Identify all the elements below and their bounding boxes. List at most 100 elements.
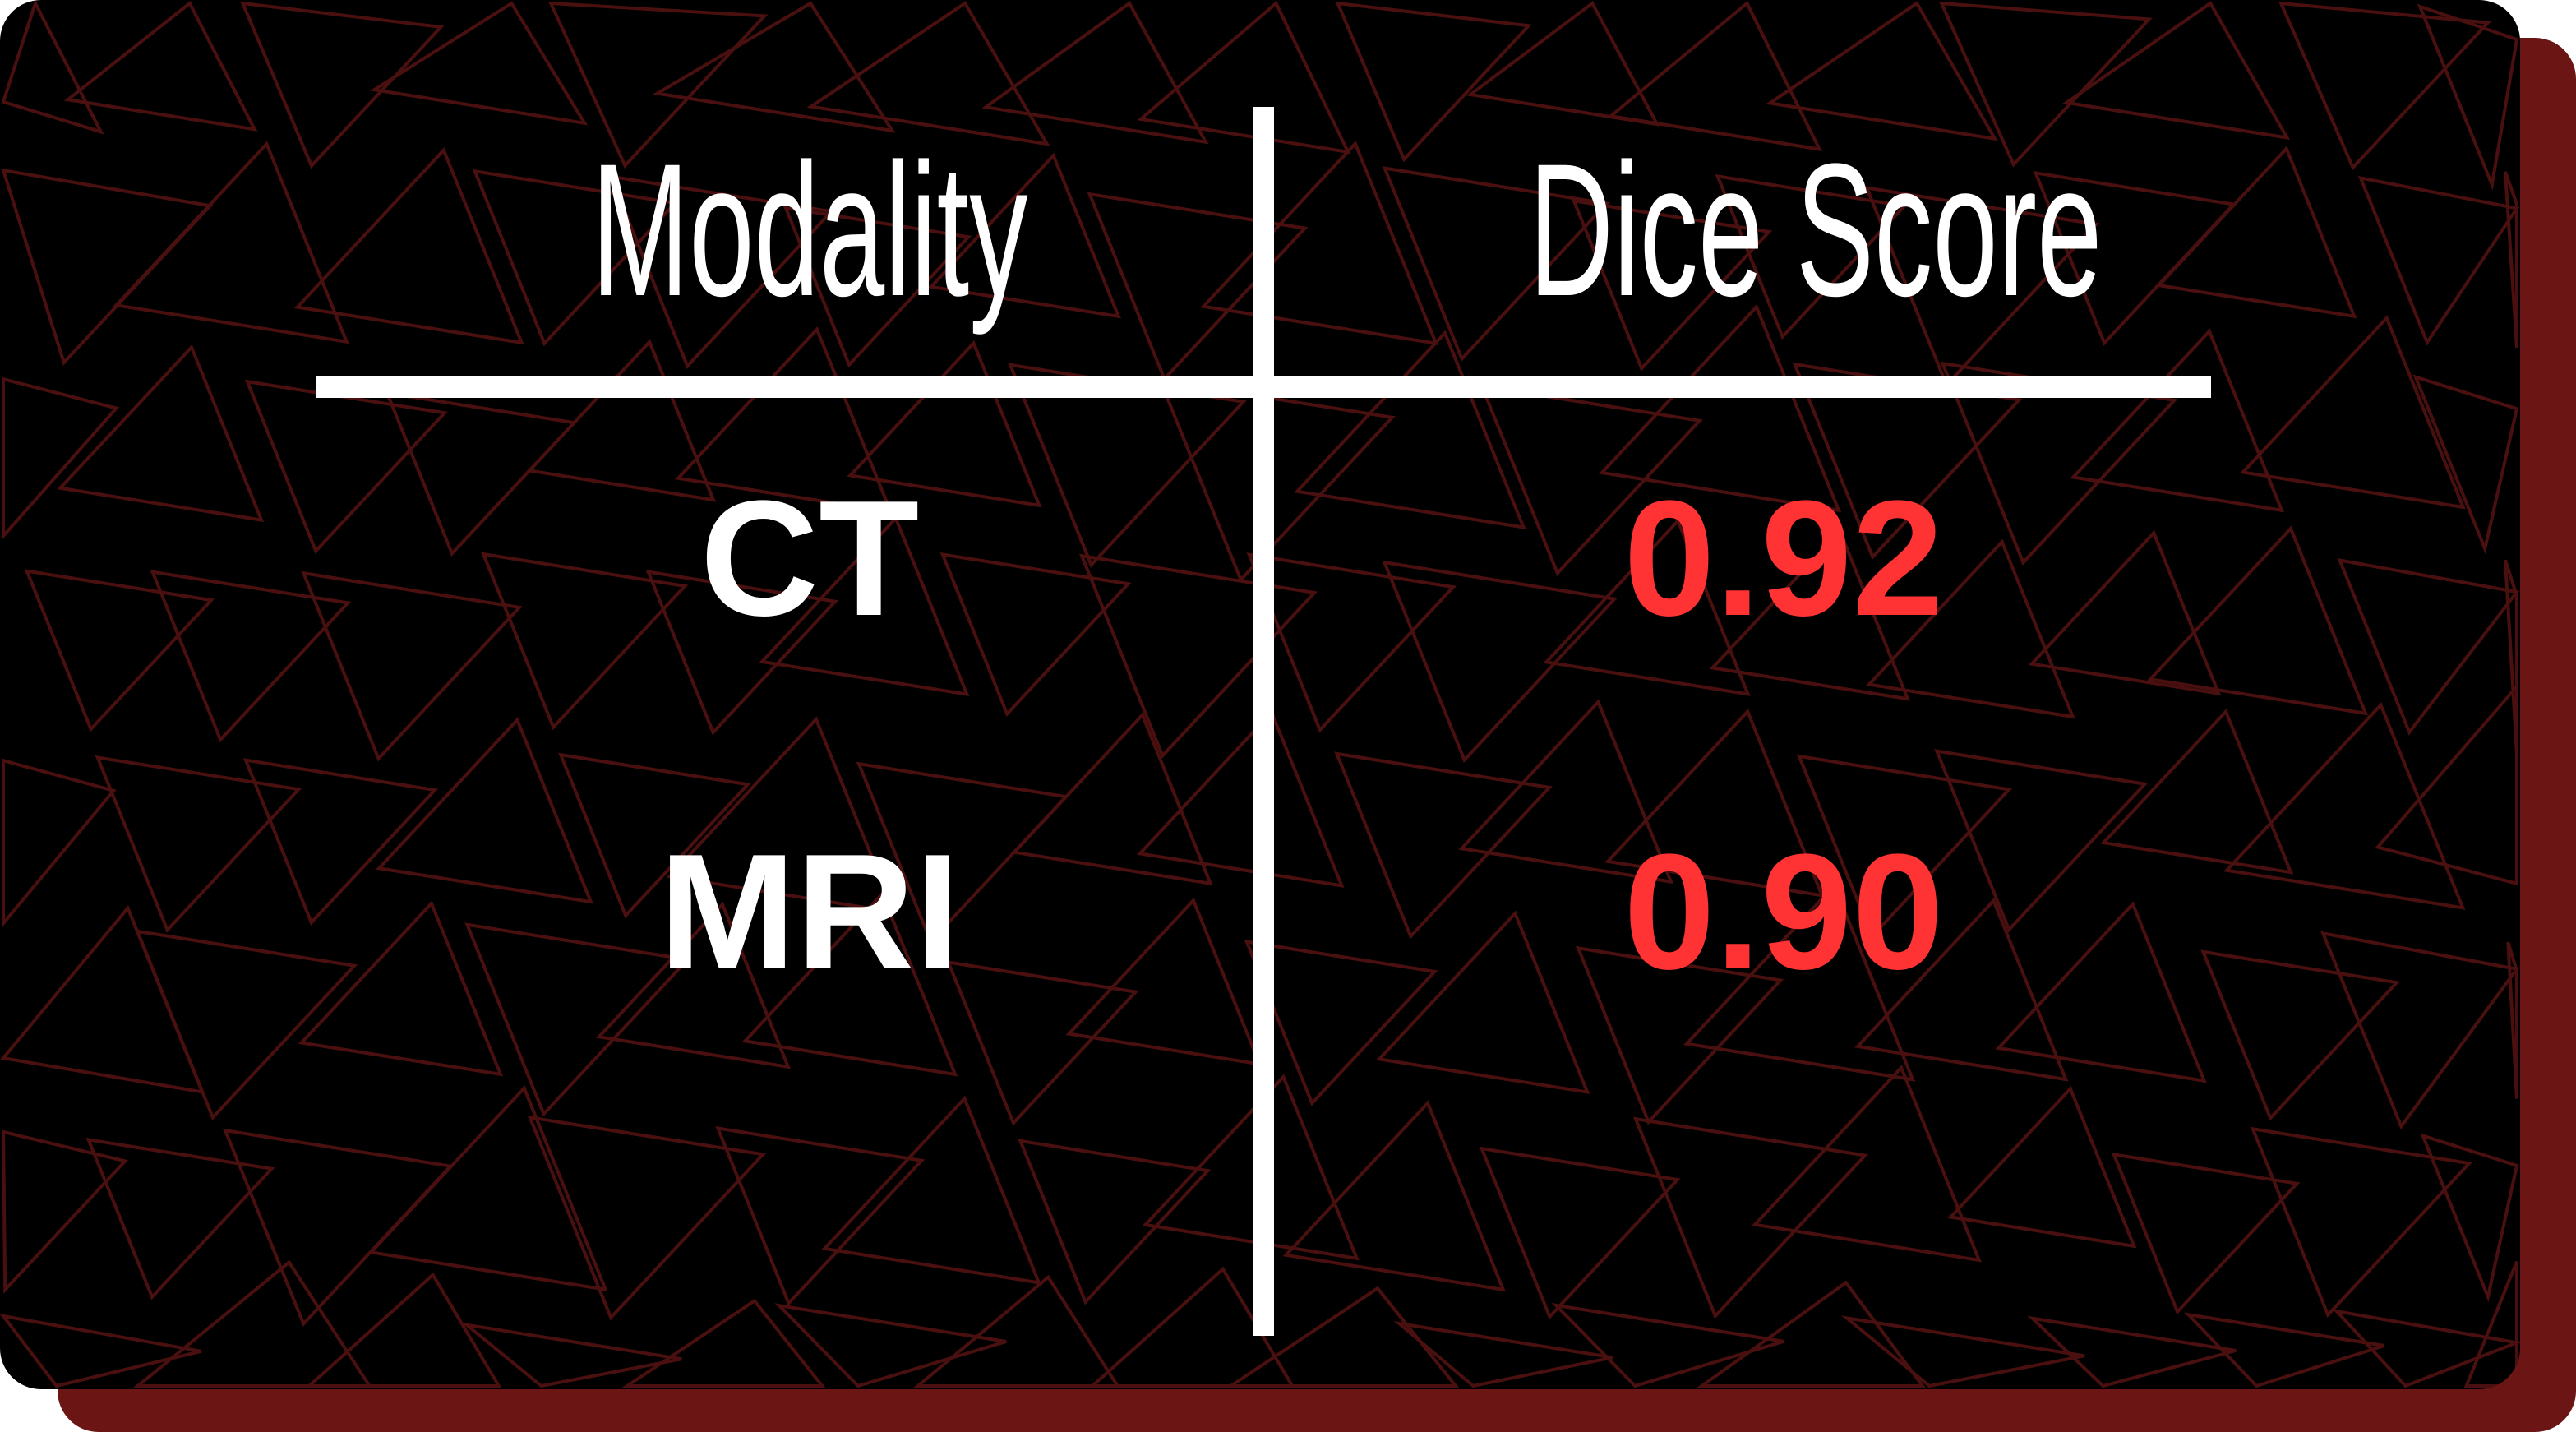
- pattern-triangle: [1, 168, 214, 366]
- pattern-triangle: [1334, 751, 1553, 940]
- pattern-triangle: [384, 390, 578, 557]
- row-ct-dice: 0.92: [1623, 467, 1944, 650]
- pattern-triangle: [1382, 560, 1618, 764]
- pattern-triangle: [1697, 1280, 1926, 1388]
- pattern-triangle: [547, 1, 769, 169]
- pattern-triangle: [1863, 185, 2100, 388]
- pattern-triangle: [2061, 1, 2291, 141]
- header-modality: Modality: [591, 124, 1028, 335]
- pattern-triangle: [2332, 1309, 2520, 1388]
- pattern-triangle: [480, 552, 689, 731]
- pattern-triangle: [132, 1259, 373, 1388]
- pattern-triangle: [1011, 712, 1213, 886]
- pattern-triangle: [57, 344, 265, 523]
- pattern-triangle: [945, 959, 1139, 1126]
- pattern-triangle: [1865, 538, 2075, 719]
- pattern-triangle: [2337, 557, 2520, 736]
- pattern-triangle: [1294, 330, 1526, 530]
- pattern-triangle: [558, 752, 751, 919]
- pattern-triangle: [367, 1085, 608, 1292]
- pattern-triangle: [369, 1, 589, 126]
- pattern-triangle: [150, 570, 352, 743]
- pattern-triangle: [1715, 173, 1909, 340]
- pattern-triangle: [0, 1314, 202, 1388]
- pattern-triangle: [2147, 525, 2369, 716]
- pattern-triangle: [666, 716, 897, 915]
- pattern-triangle: [1796, 754, 2013, 940]
- pattern-triangle: [2504, 171, 2518, 349]
- pattern-triangle: [774, 1303, 1007, 1388]
- pattern-triangle: [2027, 1315, 2237, 1388]
- pattern-triangle: [645, 570, 839, 736]
- pattern-triangle: [2100, 708, 2294, 875]
- pattern-triangle: [1335, 1, 1532, 163]
- row-mri-modality: MRI: [658, 820, 961, 1004]
- pattern-triangle: [1157, 378, 1396, 583]
- pattern-triangle: [1244, 940, 1438, 1106]
- pattern-triangle: [1840, 1315, 2085, 1388]
- pattern-triangle: [240, 1, 445, 169]
- pattern-triangle: [527, 1115, 767, 1321]
- pattern-triangle: [1393, 1320, 1613, 1388]
- results-card: Modality Dice Score CT 0.92 MRI 0.90: [0, 0, 2520, 1389]
- pattern-triangle: [1752, 1065, 1982, 1263]
- pattern-triangle: [607, 174, 835, 369]
- pattern-triangle: [913, 1274, 1121, 1388]
- pattern-triangle: [782, 206, 972, 368]
- pattern-triangle: [806, 1, 1050, 146]
- pattern-triangle: [2028, 529, 2222, 696]
- pattern-triangle: [847, 340, 1042, 508]
- pattern-triangle: [1934, 749, 2149, 933]
- pattern-triangle: [1575, 945, 1784, 1125]
- pattern-triangle: [460, 1322, 682, 1388]
- pattern-triangle: [24, 569, 215, 732]
- pattern-triangle: [2463, 1260, 2518, 1388]
- pattern-triangle: [376, 717, 593, 904]
- pattern-triangle: [1947, 1085, 2137, 1249]
- pattern-triangle: [526, 339, 717, 502]
- pattern-triangle: [1766, 1, 1998, 141]
- pattern-triangle: [1466, 1, 1660, 127]
- header-divider: [316, 376, 2211, 398]
- pattern-triangle: [1, 0, 104, 135]
- pattern-triangle: [113, 141, 349, 344]
- pattern-triangle: [1632, 1116, 1869, 1319]
- pattern-triangle: [135, 929, 358, 1121]
- pattern-triangle: [1136, 709, 1345, 888]
- pattern-triangle: [939, 552, 1132, 718]
- pattern-triangle: [1, 1129, 129, 1295]
- triangle-pattern: [0, 0, 2520, 1388]
- pattern-triangle: [1065, 897, 1263, 1066]
- pattern-triangle: [1604, 708, 1825, 898]
- pattern-triangle: [856, 761, 1069, 945]
- pattern-triangle: [1087, 192, 1309, 382]
- pattern-triangle: [1142, 1074, 1360, 1261]
- pattern-triangle: [1078, 553, 1318, 759]
- pattern-triangle: [2183, 1312, 2385, 1388]
- pattern-triangle: [242, 758, 439, 926]
- pattern-triangle: [301, 570, 523, 762]
- pattern-triangle: [1137, 0, 1351, 155]
- pattern-triangle: [1382, 166, 1610, 363]
- pattern-triangle: [464, 922, 691, 1117]
- pattern-triangle: [1683, 882, 1916, 1082]
- pattern-triangle: [2200, 949, 2400, 1121]
- pattern-triangle: [85, 1137, 275, 1300]
- pattern-triangle: [1995, 901, 2207, 1083]
- row-mri-dice: 0.90: [1623, 820, 1944, 1004]
- pattern-triangle: [1571, 198, 1773, 372]
- pattern-triangle: [2111, 1152, 2301, 1315]
- pattern-triangle: [981, 1, 1209, 145]
- pattern-triangle: [2223, 701, 2466, 910]
- pattern-triangle: [1479, 1146, 1681, 1320]
- pattern-triangle: [821, 1095, 1042, 1285]
- pattern-triangle: [715, 1125, 926, 1307]
- pattern-triangle: [1246, 552, 1457, 733]
- pattern-triangle: [2155, 146, 2357, 319]
- pattern-triangle: [1282, 1100, 1506, 1292]
- pattern-triangle: [2, 758, 117, 928]
- pattern-triangle: [2278, 1, 2492, 171]
- pattern-triangle: [298, 900, 504, 1077]
- pattern-triangle: [2239, 315, 2466, 510]
- pattern-triangle: [304, 1272, 502, 1388]
